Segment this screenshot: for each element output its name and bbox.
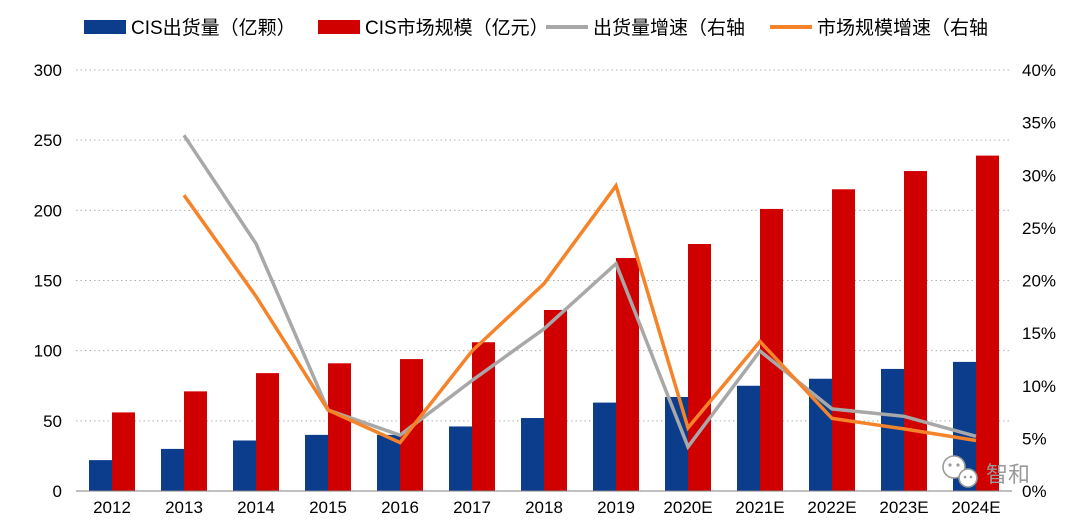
y-right-tick-label: 15% [1022,324,1056,343]
y-left-tick-label: 150 [34,272,62,291]
market-growth-line [182,181,977,445]
y-right-tick-label: 10% [1022,377,1056,396]
bar-shipments [881,368,904,491]
x-tick-label: 2013 [165,498,203,517]
x-tick-label: 2016 [381,498,419,517]
bar-market-size [760,208,783,491]
bar-market-size [904,171,927,492]
x-tick-label: 2020E [663,498,712,517]
y-right-tick-label: 5% [1022,429,1047,448]
bar-shipments [233,440,256,491]
bars [89,155,999,492]
bar-market-size [832,189,855,492]
x-tick-label: 2021E [735,498,784,517]
x-tick-label: 2012 [93,498,131,517]
wechat-icon [942,455,978,488]
x-tick-label: 2015 [309,498,347,517]
legend-label: CIS出货量（亿颗） [131,17,296,39]
y-left-tick-label: 200 [34,201,62,220]
y-left-tick-label: 0 [53,482,62,501]
bar-market-size [616,258,639,491]
bar-shipments [305,434,328,491]
bar-market-size [472,342,495,491]
legend-label: 市场规模增速（右轴 [817,17,988,39]
x-tick-label: 2014 [237,498,275,517]
watermark: 智和 [942,455,1030,488]
bar-market-size [184,391,207,491]
bar-shipments [449,426,472,491]
bar-shipments [809,378,832,491]
bar-shipments [161,448,184,491]
axes: 0 50 100 150 200 250 300 0% 5% 10% 15% 20% 25% 30% 35%… [34,61,1056,517]
bar-market-size [328,363,351,491]
y-right-tick-label: 25% [1022,219,1056,238]
bar-market-size [112,412,135,491]
y-right-tick-label: 20% [1022,272,1056,291]
legend-label: CIS市场规模（亿元） [365,17,549,39]
bar-shipments [377,434,400,491]
y-left-tick-label: 50 [43,412,62,431]
legend-swatch [318,20,360,34]
y-left-tick-label: 100 [34,342,62,361]
bar-market-size [688,244,711,491]
x-tick-label: 2022E [807,498,856,517]
x-tick-label: 2024E [951,498,1000,517]
bar-shipments [593,402,616,491]
bar-shipments [665,396,688,491]
bar-shipments [521,418,544,491]
bar-market-size [976,155,999,491]
bar-shipments [89,460,112,491]
y-right-tick-label: 30% [1022,166,1056,185]
y-left-tick-label: 300 [34,61,62,80]
watermark-text: 智和 [986,462,1030,487]
shipment-growth-line [182,134,977,451]
x-tick-label: 2023E [879,498,928,517]
legend: CIS出货量（亿颗） CIS市场规模（亿元） 出货量增速（右轴 市场规模增速（右轴 [84,17,988,39]
bar-market-size [256,373,279,491]
y-right-tick-label: 35% [1022,114,1056,133]
lines [182,134,977,451]
bar-market-size [544,309,567,491]
y-right-tick-label: 0% [1022,482,1047,501]
legend-label: 出货量增速（右轴 [593,17,745,39]
bar-shipments [737,385,760,491]
x-tick-label: 2019 [597,498,635,517]
x-tick-label: 2017 [453,498,491,517]
y-right-tick-label: 40% [1022,61,1056,80]
x-tick-label: 2018 [525,498,563,517]
y-left-tick-label: 250 [34,131,62,150]
legend-swatch [84,20,126,34]
